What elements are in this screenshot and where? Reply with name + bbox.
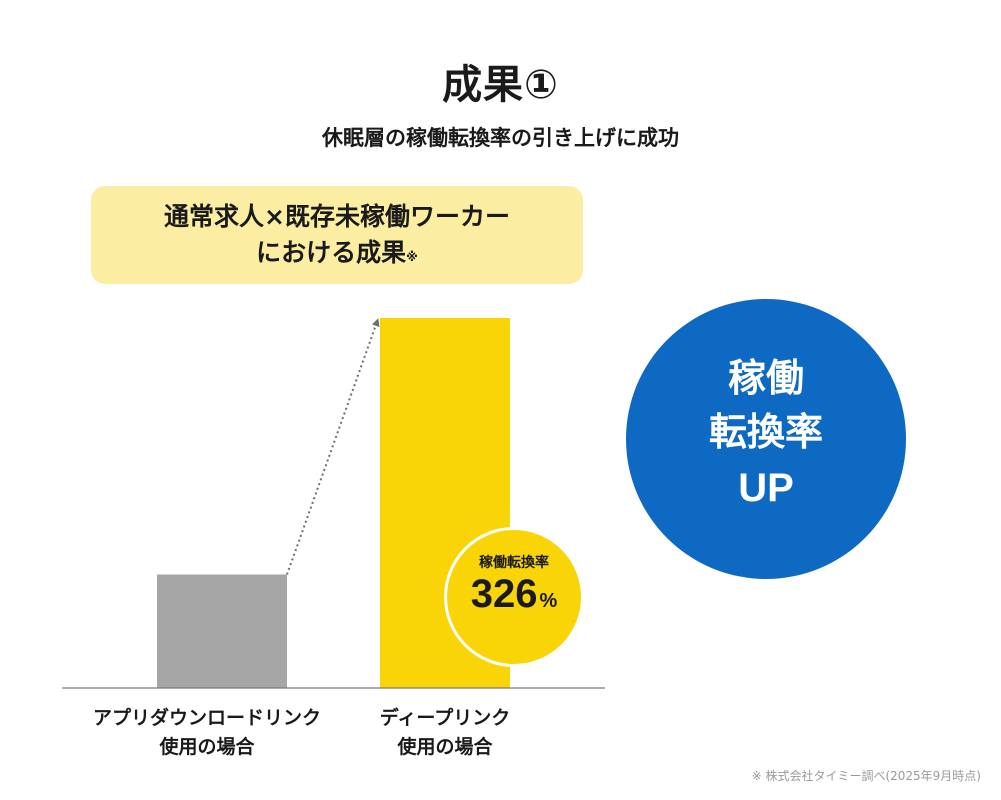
callout-line-2: における成果※	[91, 235, 583, 275]
growth-arrow	[286, 318, 380, 575]
page-subtitle: 休眠層の稼働転換率の引き上げに成功	[322, 126, 679, 150]
x-label-deep-link: ディープリンク 使用の場合	[352, 704, 538, 762]
bar-0	[157, 574, 287, 688]
page-title: 成果①	[442, 62, 559, 108]
x-label-app-download-line-2: 使用の場合	[159, 736, 255, 758]
x-label-deep-link-line-2: 使用の場合	[397, 736, 493, 758]
x-label-app-download-line-1: アプリダウンロードリンク	[92, 707, 321, 729]
x-label-deep-link-line-1: ディープリンク	[379, 707, 511, 729]
badge-number: 326	[470, 572, 538, 616]
circle-line-1: 稼働	[727, 356, 804, 400]
circle-line-2: 転換率	[708, 410, 823, 454]
circle-line-3: UP	[738, 466, 794, 510]
callout-line-1: 通常求人×既存未稼働ワーカー	[164, 202, 510, 231]
x-label-app-download: アプリダウンロードリンク 使用の場合	[56, 704, 358, 762]
callout-line-2-text: における成果	[256, 238, 407, 267]
callout-note-mark: ※	[406, 250, 418, 264]
conversion-up-circle: 稼働 転換率 UP	[626, 299, 906, 579]
badge-value: 326%	[447, 572, 581, 617]
conversion-rate-badge: 稼働転換率 326%	[444, 527, 584, 667]
footnote: ※ 株式会社タイミー調べ(2025年9月時点)	[751, 769, 981, 783]
badge-unit: %	[539, 590, 558, 612]
callout-box: 通常求人×既存未稼働ワーカー における成果※	[91, 186, 583, 284]
badge-label: 稼働転換率	[479, 555, 549, 571]
